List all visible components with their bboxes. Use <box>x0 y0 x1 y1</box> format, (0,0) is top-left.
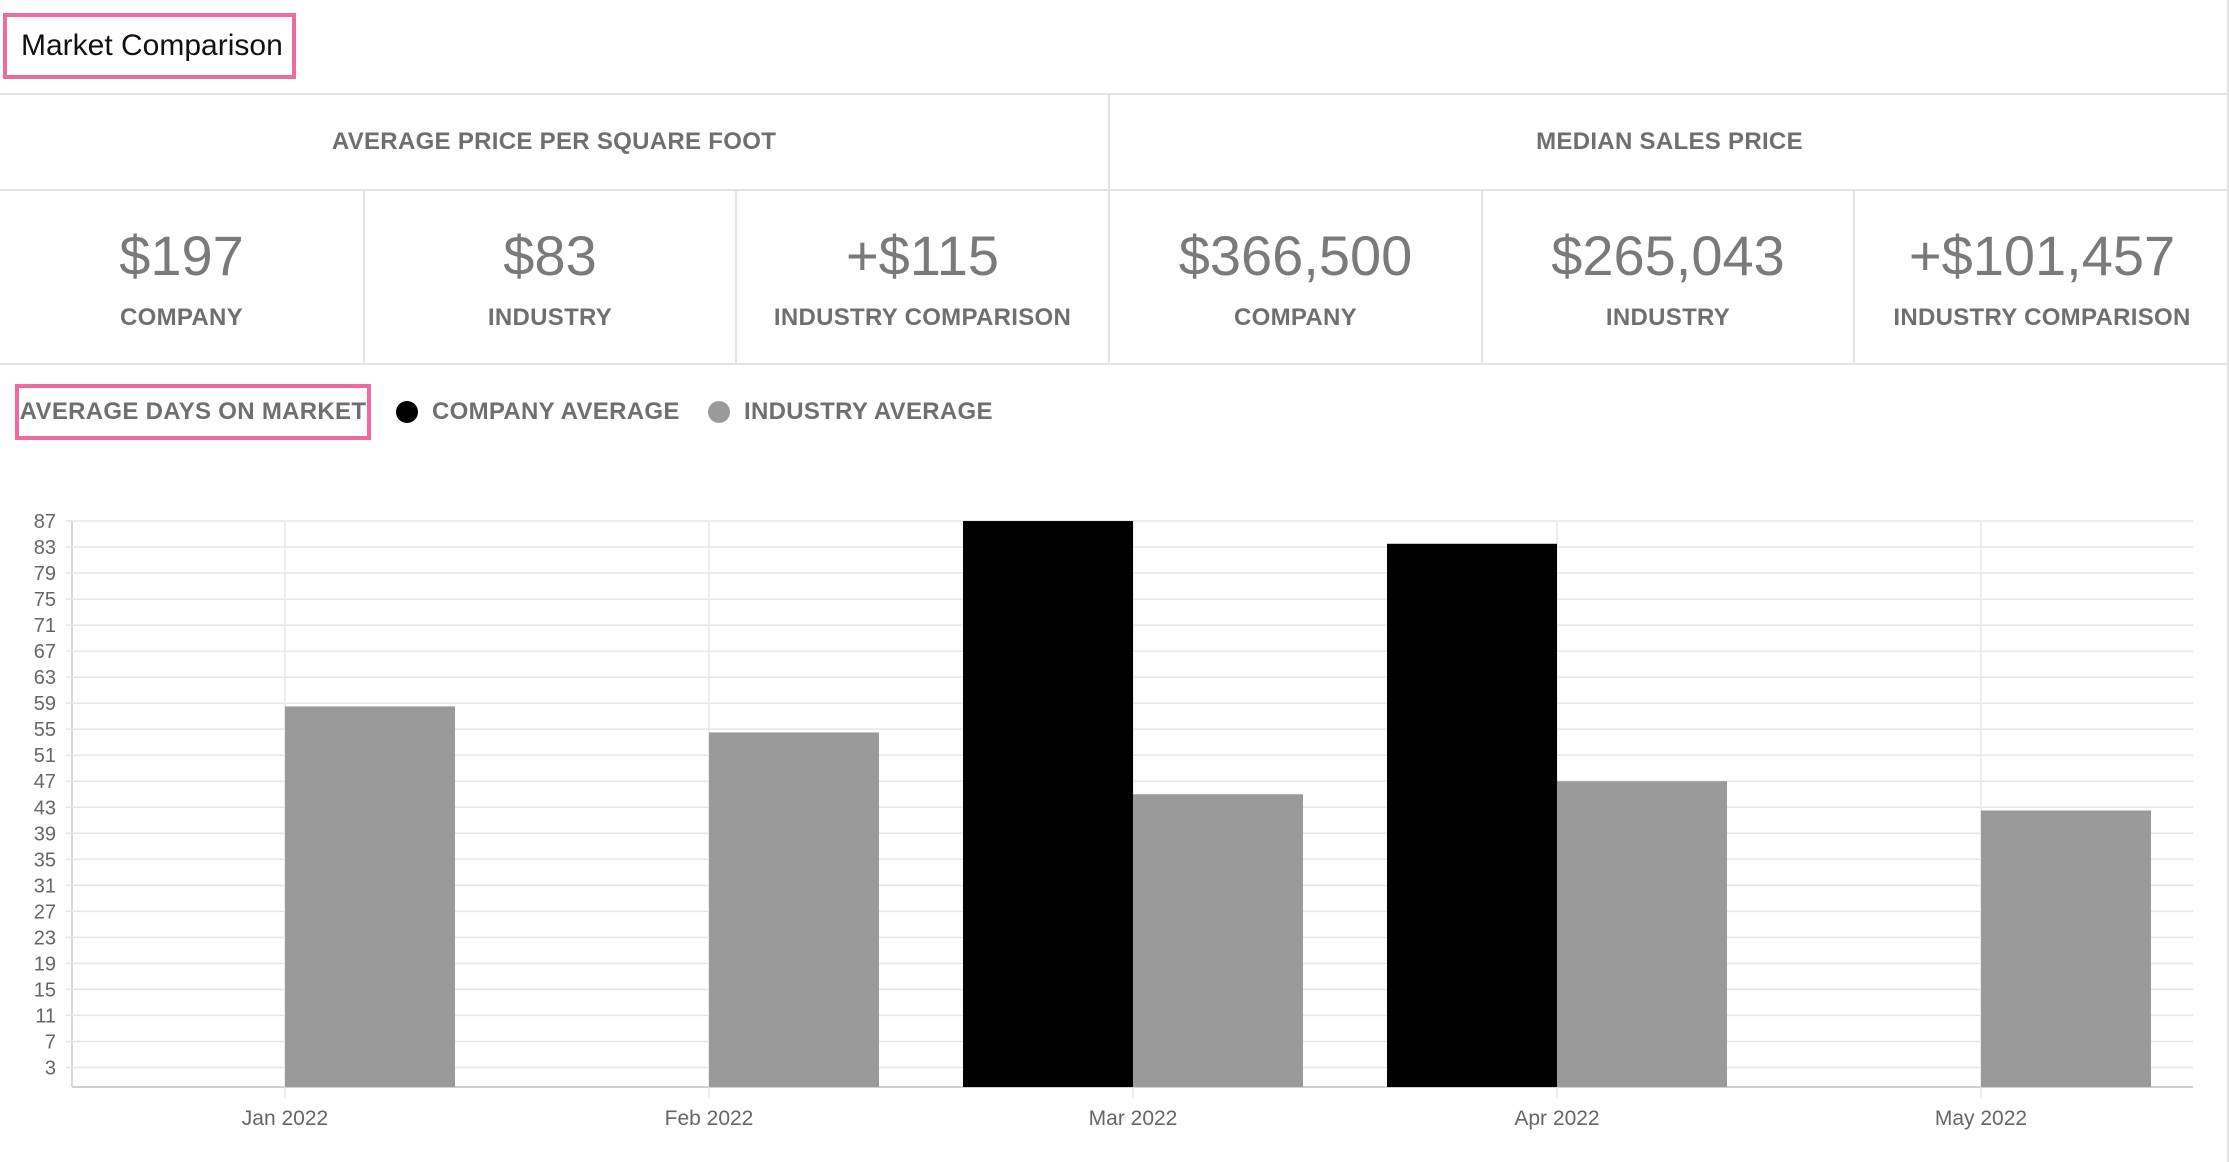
bar-industry-average[interactable] <box>709 732 879 1087</box>
legend-company-average[interactable]: COMPANY AVERAGE <box>396 397 680 427</box>
legend-label: COMPANY AVERAGE <box>432 398 680 425</box>
stat-value: +$115 <box>845 224 1000 287</box>
x-tick-label: Mar 2022 <box>1089 1107 1178 1130</box>
bar-company-average[interactable] <box>963 521 1133 1087</box>
y-tick-label: 83 <box>34 537 56 559</box>
y-tick-label: 87 <box>34 511 56 533</box>
divider <box>363 189 365 365</box>
x-tick-label: Jan 2022 <box>242 1107 328 1130</box>
y-tick-label: 75 <box>34 589 56 611</box>
y-tick-label: 7 <box>45 1031 56 1053</box>
y-tick-label: 63 <box>34 667 56 689</box>
divider <box>0 189 2229 191</box>
x-tick-label: Apr 2022 <box>1514 1107 1599 1130</box>
stat-label: INDUSTRY COMPARISON <box>1893 304 2191 331</box>
stat-value: $83 <box>503 224 597 287</box>
price-per-sqft-heading: AVERAGE PRICE PER SQUARE FOOT <box>331 128 777 155</box>
y-tick-label: 67 <box>34 641 56 663</box>
y-tick-label: 23 <box>34 927 56 949</box>
y-tick-label: 47 <box>34 771 56 793</box>
divider <box>0 363 2229 365</box>
stat-median-company: $366,500 COMPANY <box>1110 191 1481 363</box>
bar-industry-average[interactable] <box>1981 810 2151 1087</box>
stat-sqft-company: $197 COMPANY <box>0 191 363 363</box>
stat-value: $265,043 <box>1551 224 1785 287</box>
y-tick-label: 71 <box>34 615 56 637</box>
stat-label: COMPANY <box>1234 304 1357 331</box>
divider <box>1108 93 1110 365</box>
y-tick-label: 27 <box>34 901 56 923</box>
y-tick-label: 55 <box>34 719 56 741</box>
y-tick-label: 31 <box>34 875 56 897</box>
y-tick-label: 79 <box>34 563 56 585</box>
y-tick-label: 15 <box>34 979 56 1001</box>
legend-label: INDUSTRY AVERAGE <box>744 398 993 425</box>
y-tick-label: 39 <box>34 823 56 845</box>
stat-sqft-industry: $83 INDUSTRY <box>365 191 735 363</box>
page-title: Market Comparison <box>3 13 296 79</box>
stat-value: +$101,457 <box>1908 224 2176 287</box>
stat-label: INDUSTRY <box>1605 304 1731 331</box>
y-tick-label: 11 <box>35 1005 56 1027</box>
y-tick-label: 59 <box>34 693 56 715</box>
bar-industry-average[interactable] <box>285 706 455 1087</box>
panel-edge <box>2227 0 2229 1162</box>
y-tick-label: 43 <box>34 797 56 819</box>
legend-industry-average[interactable]: INDUSTRY AVERAGE <box>708 397 993 427</box>
y-tick-label: 3 <box>45 1057 56 1079</box>
median-sales-heading: MEDIAN SALES PRICE <box>1536 128 1803 155</box>
days-on-market-chart: 3 7 11 15 19 23 27 31 35 39 43 47 51 55 59 63 67 71 75 79 83… <box>34 511 2193 1130</box>
stat-value: $366,500 <box>1178 224 1413 287</box>
y-tick-label: 19 <box>34 953 56 975</box>
legend-dot-icon <box>396 401 418 423</box>
stat-median-industry: $265,043 INDUSTRY <box>1483 191 1853 363</box>
bar-company-average[interactable] <box>1387 543 1557 1087</box>
stat-value: $197 <box>119 224 244 287</box>
legend-dot-icon <box>708 401 730 423</box>
days-on-market-heading: AVERAGE DAYS ON MARKET <box>15 384 371 440</box>
stat-label: INDUSTRY COMPARISON <box>773 304 1072 331</box>
divider <box>1481 189 1483 365</box>
stat-label: COMPANY <box>120 304 243 331</box>
divider <box>0 93 2229 95</box>
bar-industry-average[interactable] <box>1557 781 1727 1087</box>
divider <box>1853 189 1855 365</box>
stat-sqft-comparison: +$115 INDUSTRY COMPARISON <box>737 191 1108 363</box>
stat-label: INDUSTRY <box>487 304 613 331</box>
y-tick-label: 51 <box>34 745 56 767</box>
stat-median-comparison: +$101,457 INDUSTRY COMPARISON <box>1855 191 2229 363</box>
y-tick-label: 35 <box>34 849 56 871</box>
x-tick-label: May 2022 <box>1935 1107 2027 1130</box>
bar-industry-average[interactable] <box>1133 794 1303 1087</box>
divider <box>735 189 737 365</box>
x-tick-label: Feb 2022 <box>665 1107 754 1130</box>
